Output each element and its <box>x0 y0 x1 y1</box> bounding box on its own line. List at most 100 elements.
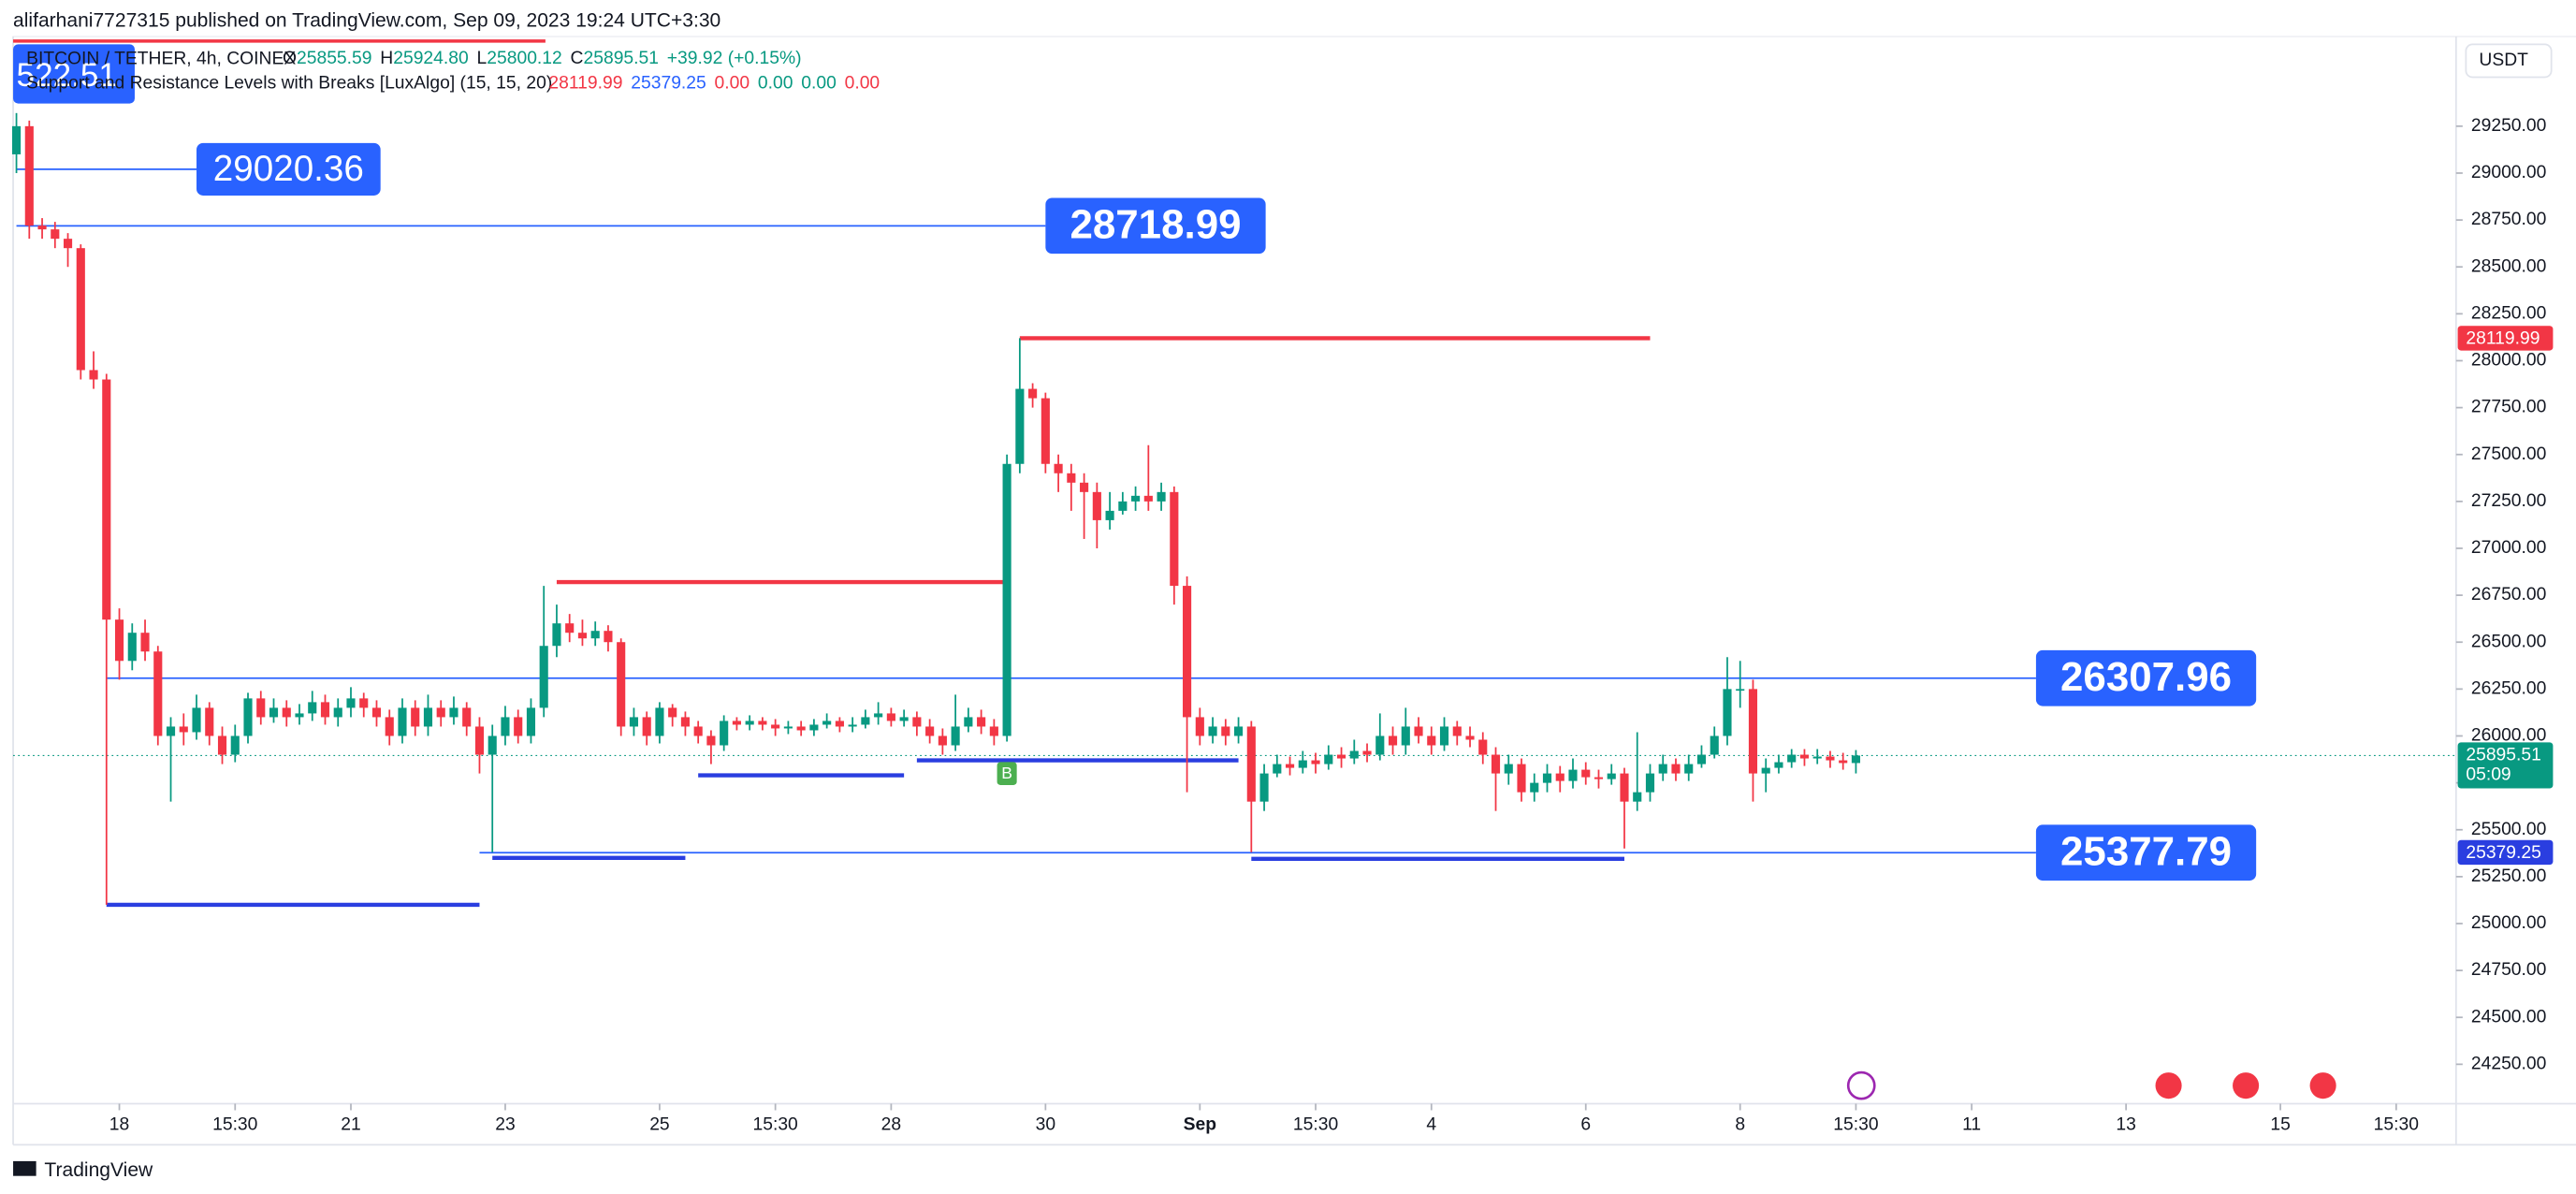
candle-body <box>1388 735 1398 746</box>
candle-body <box>861 717 870 725</box>
y-tick-label: 28250.00 <box>2471 303 2547 323</box>
x-tick-label: 15:30 <box>1293 1114 1338 1134</box>
y-tick-label: 25250.00 <box>2471 866 2547 886</box>
candle-body <box>771 724 780 729</box>
candle-body <box>1246 726 1256 802</box>
level-label: 28718.99 <box>1070 202 1241 248</box>
countdown: 05:09 <box>2466 765 2511 785</box>
candle-body <box>680 717 690 727</box>
candle-body <box>732 721 741 725</box>
candle-body <box>1799 754 1810 759</box>
y-tick-label: 24750.00 <box>2471 960 2547 980</box>
candle-body <box>102 379 111 620</box>
ohlc-value: 25800.12 <box>487 49 562 68</box>
candle-body <box>1157 491 1166 502</box>
candle-body <box>295 713 304 718</box>
x-tick-label: 15 <box>2270 1114 2290 1134</box>
candle-body <box>720 721 729 746</box>
candle-body <box>1465 735 1475 740</box>
y-tick-label: 25500.00 <box>2471 820 2547 839</box>
indicator-values: 28119.99 25379.25 0.00 0.00 0.00 0.00 <box>548 74 880 94</box>
candle-body <box>1427 735 1436 746</box>
candle-body <box>886 713 895 721</box>
candle-body <box>758 721 767 725</box>
candle-body <box>127 633 137 662</box>
candle-body <box>205 707 214 736</box>
candle-body <box>1208 726 1217 736</box>
candle-body <box>24 125 34 226</box>
indicator-value: 0.00 <box>801 74 837 94</box>
ohlc-value: 25855.59 <box>297 49 372 68</box>
candle-body <box>1748 689 1758 774</box>
candle-body <box>1555 773 1565 781</box>
x-tick-label: 13 <box>2116 1114 2135 1134</box>
ohlc-key: C <box>571 49 584 68</box>
candle-body <box>89 370 98 380</box>
candle-body <box>1684 764 1694 774</box>
candle-body <box>1645 773 1655 793</box>
candle-body <box>11 125 22 154</box>
ohlc-key: L <box>477 49 488 68</box>
signal-text: B <box>1001 764 1012 782</box>
x-tick-label: 23 <box>495 1114 515 1134</box>
candle-body <box>217 735 227 755</box>
level-label: 29020.36 <box>213 149 364 189</box>
candle-body <box>1710 735 1719 755</box>
currency-box[interactable] <box>2465 43 2553 79</box>
y-tick-label: 27500.00 <box>2471 444 2547 464</box>
candle-body <box>539 646 548 708</box>
x-tick-label: 15:30 <box>1833 1114 1878 1134</box>
candle-body <box>501 717 510 736</box>
candle-body <box>423 707 433 727</box>
candle-body <box>449 707 458 718</box>
candle-body <box>230 735 240 755</box>
candle-body <box>51 229 60 240</box>
candle-body <box>385 717 394 736</box>
indicator: Support and Resistance Levels with Break… <box>26 74 552 94</box>
candle-body <box>617 642 626 727</box>
candle-body <box>1041 398 1050 464</box>
event-icon[interactable] <box>2155 1072 2182 1099</box>
candle-body <box>1362 750 1372 755</box>
candle-body <box>1195 717 1204 736</box>
candle-body <box>1851 755 1861 764</box>
candle-body <box>37 226 47 230</box>
currency: USDT <box>2479 51 2528 70</box>
x-tick-label: 4 <box>1426 1114 1436 1134</box>
candle-body <box>1015 388 1025 464</box>
candle-body <box>706 735 716 746</box>
footer: TradingView <box>44 1159 153 1181</box>
candle-body <box>1131 495 1141 502</box>
x-tick-label: 28 <box>881 1114 901 1134</box>
candle-body <box>243 698 253 736</box>
candle-body <box>140 633 150 652</box>
candle-body <box>912 717 922 727</box>
candle-body <box>411 707 420 727</box>
candle-body <box>1336 754 1346 759</box>
candle-body <box>1761 767 1770 774</box>
candle-body <box>1143 495 1153 502</box>
candle-body <box>474 726 485 755</box>
x-tick-label: 11 <box>1962 1114 1981 1134</box>
signal-badge <box>997 762 1017 785</box>
candle-body <box>1028 388 1038 399</box>
candle-body <box>166 726 176 736</box>
event-icon[interactable] <box>1846 1070 1876 1100</box>
candle-body <box>398 707 407 736</box>
price-tag: 25895.51 <box>2466 746 2541 765</box>
candle-body <box>153 651 163 736</box>
y-tick-label: 27250.00 <box>2471 491 2547 511</box>
candle-body <box>964 717 973 727</box>
candle-body <box>642 717 651 736</box>
event-icon[interactable] <box>2233 1072 2260 1099</box>
x-tick-label: 21 <box>341 1114 360 1134</box>
y-tick-label: 28500.00 <box>2471 256 2547 276</box>
candle-body <box>1105 510 1114 520</box>
candle-body <box>1736 689 1745 692</box>
candle-body <box>462 707 472 727</box>
event-icon[interactable] <box>2309 1072 2336 1099</box>
price-tag: 28119.99 <box>2466 328 2540 348</box>
candle-body <box>1568 769 1578 781</box>
candle-body <box>655 707 664 736</box>
